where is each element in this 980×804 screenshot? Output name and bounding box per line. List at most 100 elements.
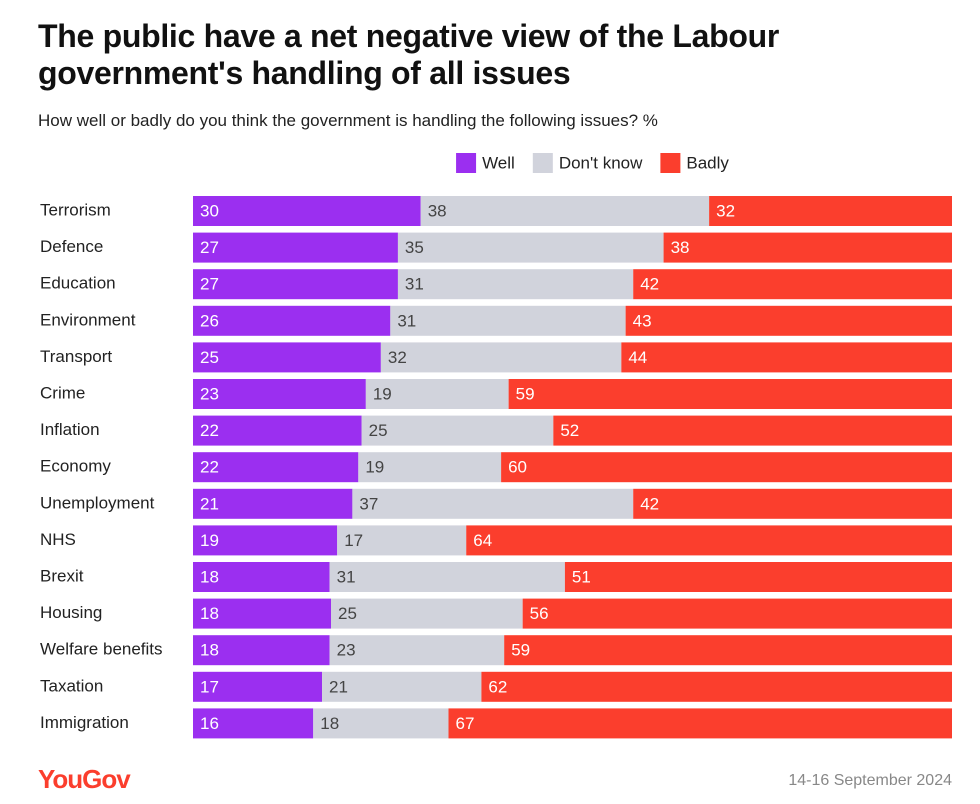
value-label: 26 (200, 311, 219, 330)
chart-title: The public have a net negative view of t… (38, 18, 780, 91)
bar-segment (193, 196, 421, 226)
value-label: 22 (200, 421, 219, 440)
chart-subtitle: How well or badly do you think the gover… (38, 111, 658, 130)
bar-segment (329, 562, 565, 592)
value-label: 37 (359, 494, 378, 513)
value-label: 52 (560, 421, 579, 440)
category-label: Housing (40, 603, 102, 622)
value-label: 32 (716, 201, 735, 220)
legend-label: Badly (686, 153, 729, 172)
value-label: 25 (200, 348, 219, 367)
category-label: Education (40, 274, 116, 293)
bar-segment (448, 708, 952, 739)
value-label: 22 (200, 458, 219, 477)
bar-segment (193, 305, 391, 336)
value-label: 16 (200, 714, 219, 733)
category-label: Crime (40, 383, 85, 402)
value-label: 27 (200, 275, 219, 294)
bar-segment (504, 635, 952, 666)
value-label: 35 (405, 238, 424, 257)
category-label: Terrorism (40, 200, 111, 219)
value-label: 18 (320, 714, 339, 733)
bar-segment (193, 452, 359, 483)
legend-swatch (660, 153, 681, 173)
category-label: Economy (40, 457, 111, 476)
value-label: 17 (344, 531, 363, 550)
legend-label: Well (482, 153, 515, 172)
bar-segment (466, 525, 952, 556)
category-label: Welfare benefits (40, 640, 163, 659)
value-label: 56 (530, 604, 549, 623)
category-label: NHS (40, 530, 76, 549)
value-label: 19 (200, 531, 219, 550)
bar-segment (322, 671, 482, 702)
value-label: 19 (365, 458, 384, 477)
bar-segment (564, 562, 952, 592)
value-label: 38 (428, 201, 447, 220)
category-label: Environment (40, 310, 136, 329)
value-label: 25 (369, 421, 388, 440)
value-label: 23 (337, 641, 356, 660)
date: 14-16 September 2024 (788, 772, 952, 789)
value-label: 43 (633, 311, 652, 330)
value-label: 23 (200, 384, 219, 403)
value-label: 59 (516, 384, 535, 403)
bar-segment (331, 598, 523, 629)
bar-segment (193, 525, 338, 556)
value-label: 18 (200, 604, 219, 623)
legend-swatch (456, 153, 477, 173)
value-label: 30 (200, 201, 219, 220)
bar-segment (553, 415, 952, 446)
bar-segment (380, 342, 622, 373)
bar-segment (625, 305, 952, 336)
bar-segment (365, 379, 509, 409)
category-label: Immigration (40, 713, 129, 732)
value-label: 59 (511, 641, 530, 660)
value-label: 51 (572, 567, 591, 586)
value-label: 44 (628, 348, 647, 367)
bar-segment (193, 635, 330, 666)
bar-segment (193, 379, 366, 409)
bar-segment (193, 562, 330, 592)
bar-segment (358, 452, 502, 483)
bar-segment (420, 196, 710, 226)
bar-segment (193, 598, 331, 629)
value-label: 25 (338, 604, 357, 623)
bar-segment (633, 488, 952, 519)
category-label: Inflation (40, 420, 100, 439)
bar-segment (193, 269, 398, 300)
bar-segment (193, 488, 353, 519)
category-label: Taxation (40, 676, 103, 695)
value-label: 31 (397, 311, 416, 330)
value-label: 64 (473, 531, 492, 550)
category-label: Brexit (40, 566, 84, 585)
value-label: 17 (200, 677, 219, 696)
value-label: 60 (508, 458, 527, 477)
bar-segment (361, 415, 554, 446)
value-label: 21 (329, 677, 348, 696)
value-label: 18 (200, 567, 219, 586)
legend-label: Don't know (559, 153, 643, 172)
bar-segment (352, 488, 634, 519)
bar-segment (193, 671, 323, 702)
bar-segment (193, 708, 314, 739)
bar-segment (329, 635, 505, 666)
value-label: 18 (200, 641, 219, 660)
bar-segment (709, 196, 952, 226)
bar-segment (663, 232, 952, 263)
category-label: Unemployment (40, 493, 155, 512)
value-label: 27 (200, 238, 219, 257)
value-label: 31 (337, 567, 356, 586)
bar-segment (337, 525, 467, 556)
value-label: 32 (388, 348, 407, 367)
value-label: 19 (373, 384, 392, 403)
value-label: 42 (640, 275, 659, 294)
bar-segment (193, 232, 398, 263)
bar-segment (501, 452, 952, 483)
bar-segment (313, 708, 449, 739)
logo: YouGov (38, 764, 131, 794)
value-label: 31 (405, 275, 424, 294)
category-label: Defence (40, 237, 103, 256)
